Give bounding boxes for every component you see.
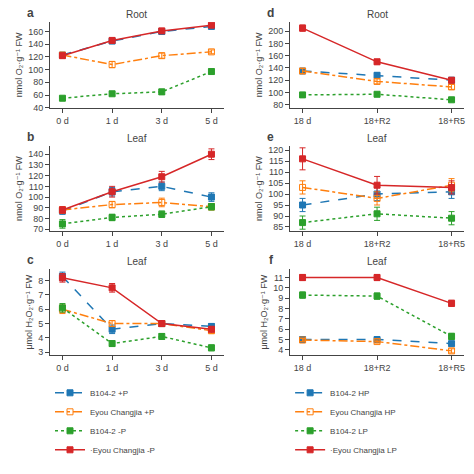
svg-text:μmol H₂O₂·g⁻¹ FW: μmol H₂O₂·g⁻¹ FW (24, 274, 34, 349)
svg-text:80: 80 (33, 77, 43, 87)
svg-text:d: d (267, 6, 274, 20)
svg-text:18 d: 18 d (294, 116, 312, 126)
svg-text:Leaf: Leaf (367, 256, 387, 267)
svg-text:130: 130 (28, 160, 43, 170)
svg-text:7: 7 (38, 290, 43, 300)
svg-text:18+R2: 18+R2 (364, 116, 391, 126)
svg-text:18+R2: 18+R2 (364, 239, 391, 249)
svg-text:B104-2 HP: B104-2 HP (330, 389, 369, 398)
svg-text:Leaf: Leaf (127, 133, 147, 144)
svg-text:120: 120 (268, 145, 283, 155)
svg-text:8: 8 (38, 276, 43, 286)
svg-text:5: 5 (278, 335, 283, 345)
svg-text:1 d: 1 d (106, 363, 119, 373)
svg-text:Leaf: Leaf (127, 256, 147, 267)
svg-text:5 d: 5 d (205, 239, 218, 249)
svg-text:nmol O₂·g⁻¹ FW: nmol O₂·g⁻¹ FW (14, 156, 24, 221)
svg-text:100: 100 (28, 192, 43, 202)
svg-text:18+R2: 18+R2 (364, 363, 391, 373)
svg-text:100: 100 (268, 88, 283, 98)
svg-text:10: 10 (273, 283, 283, 293)
svg-text:4: 4 (38, 333, 43, 343)
svg-text:90: 90 (273, 211, 283, 221)
svg-text:8: 8 (278, 304, 283, 314)
svg-text:9: 9 (278, 293, 283, 303)
svg-text:·Eyou Changjia LP: ·Eyou Changjia LP (330, 446, 397, 455)
svg-text:110: 110 (269, 167, 283, 177)
svg-text:18+R5: 18+R5 (438, 239, 465, 249)
svg-text:110: 110 (29, 182, 43, 192)
svg-text:5 d: 5 d (205, 363, 218, 373)
svg-text:5: 5 (38, 319, 43, 329)
svg-text:Eyou Changjia +P: Eyou Changjia +P (90, 408, 154, 417)
svg-text:90: 90 (33, 203, 43, 213)
svg-text:0 d: 0 d (56, 239, 69, 249)
svg-text:B104-2 LP: B104-2 LP (330, 427, 368, 436)
svg-text:140: 140 (268, 63, 283, 73)
svg-text:60: 60 (33, 90, 43, 100)
svg-text:120: 120 (28, 171, 43, 181)
svg-text:b: b (27, 130, 34, 144)
svg-text:200: 200 (268, 26, 283, 36)
svg-text:18 d: 18 d (294, 363, 312, 373)
svg-text:Leaf: Leaf (367, 133, 387, 144)
svg-text:70: 70 (33, 224, 43, 234)
svg-text:180: 180 (268, 39, 283, 49)
svg-text:18 d: 18 d (294, 239, 312, 249)
svg-text:Root: Root (126, 9, 147, 20)
svg-text:B104-2 +P: B104-2 +P (90, 389, 128, 398)
svg-text:·Eyou Changjia -P: ·Eyou Changjia -P (90, 446, 155, 455)
svg-text:160: 160 (28, 27, 43, 37)
svg-text:120: 120 (268, 75, 283, 85)
svg-text:18+R5: 18+R5 (438, 116, 465, 126)
svg-text:140: 140 (28, 149, 43, 159)
svg-text:95: 95 (273, 200, 283, 210)
svg-text:nmol O₂·g⁻¹ FW: nmol O₂·g⁻¹ FW (254, 32, 264, 97)
svg-text:80: 80 (33, 214, 43, 224)
svg-text:5 d: 5 d (205, 116, 218, 126)
svg-text:f: f (269, 253, 274, 267)
svg-text:80: 80 (273, 100, 283, 110)
svg-text:nmol O₂·g⁻¹ FW: nmol O₂·g⁻¹ FW (14, 32, 24, 97)
svg-text:μmol H₂O₂·g⁻¹ FW: μmol H₂O₂·g⁻¹ FW (259, 274, 269, 349)
svg-text:0 d: 0 d (56, 116, 69, 126)
svg-text:a: a (27, 6, 34, 20)
svg-text:115: 115 (269, 156, 283, 166)
svg-text:3 d: 3 d (156, 116, 169, 126)
svg-text:100: 100 (268, 189, 283, 199)
svg-text:4: 4 (278, 345, 283, 355)
svg-text:Eyou Changjia HP: Eyou Changjia HP (330, 408, 395, 417)
svg-text:40: 40 (33, 103, 43, 113)
svg-text:nmol O₂·g⁻¹ FW: nmol O₂·g⁻¹ FW (254, 156, 264, 221)
svg-text:6: 6 (38, 304, 43, 314)
svg-text:105: 105 (268, 178, 283, 188)
svg-text:e: e (267, 130, 274, 144)
svg-text:11: 11 (274, 273, 283, 283)
svg-text:120: 120 (28, 52, 43, 62)
svg-text:1 d: 1 d (106, 239, 119, 249)
svg-text:160: 160 (268, 51, 283, 61)
svg-text:7: 7 (278, 314, 283, 324)
svg-text:18+R5: 18+R5 (438, 363, 465, 373)
svg-text:c: c (27, 253, 34, 267)
svg-text:6: 6 (278, 324, 283, 334)
svg-text:1 d: 1 d (106, 116, 119, 126)
svg-text:140: 140 (28, 39, 43, 49)
svg-text:85: 85 (273, 222, 283, 232)
svg-text:100: 100 (28, 65, 43, 75)
svg-text:B104-2 -P: B104-2 -P (90, 427, 126, 436)
svg-text:0 d: 0 d (56, 363, 69, 373)
svg-text:3: 3 (38, 347, 43, 357)
svg-text:Root: Root (367, 9, 388, 20)
svg-text:3 d: 3 d (156, 363, 169, 373)
svg-text:3 d: 3 d (156, 239, 169, 249)
